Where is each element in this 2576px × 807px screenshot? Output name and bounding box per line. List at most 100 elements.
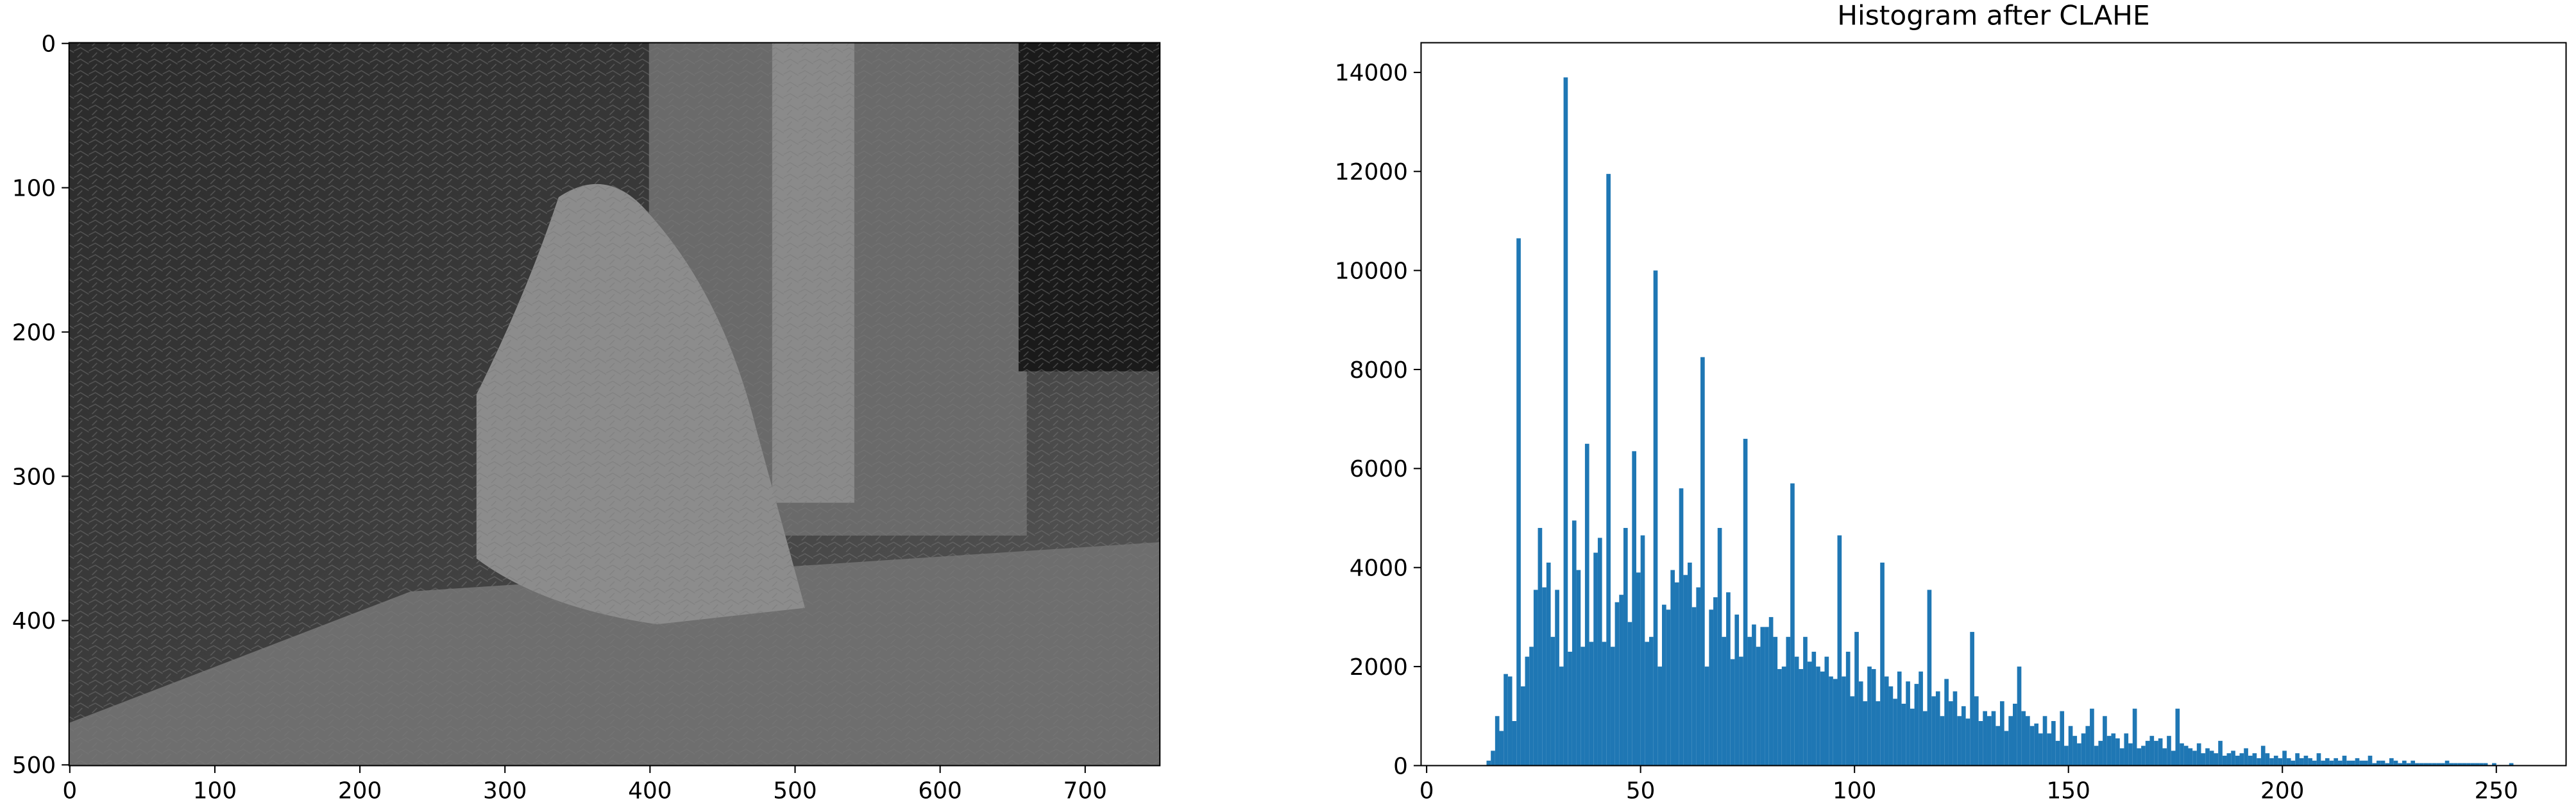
bar (2308, 758, 2312, 766)
bar (2389, 758, 2394, 766)
bar (1679, 488, 1684, 766)
bar (1486, 760, 1491, 766)
bar (1499, 731, 1504, 766)
x-tick-label: 50 (1626, 778, 1656, 804)
bar (1593, 552, 1598, 766)
bar (2402, 760, 2407, 766)
bar (2273, 756, 2278, 766)
bar (2042, 716, 2047, 766)
axes-frame (68, 42, 1161, 767)
bar (1584, 443, 1589, 766)
bar (2209, 751, 2214, 766)
bar (2299, 758, 2304, 766)
bar (1970, 632, 1974, 766)
x-tick-label: 150 (2047, 778, 2090, 804)
bar (1871, 668, 1876, 766)
bar (1688, 563, 1692, 766)
bar (2419, 763, 2424, 766)
bar (2282, 751, 2287, 766)
bar (2119, 748, 2124, 766)
bar (1568, 651, 1572, 766)
bar (2231, 751, 2235, 766)
bar (2445, 760, 2450, 766)
bar (1996, 726, 2000, 766)
bar (1816, 667, 1820, 766)
bar (2021, 711, 2026, 766)
bar (2072, 736, 2078, 766)
bar (2342, 756, 2347, 766)
axes: Histogram after CLAHE 0 50 100 150 200 250 0 20… (1335, 0, 2567, 804)
bar (2180, 743, 2184, 766)
bar (1739, 656, 1743, 766)
bar (2149, 736, 2155, 766)
bar (1850, 696, 1855, 766)
y-tick-label: 200 (12, 319, 56, 346)
y-tick-label: 500 (12, 752, 56, 779)
bar (1730, 659, 1735, 766)
bar (1991, 711, 1996, 766)
bar (2106, 736, 2112, 766)
bar (1854, 632, 1859, 766)
bar (2188, 748, 2193, 766)
x-tick-label: 200 (338, 778, 382, 804)
bar (1555, 590, 1559, 766)
bar (2457, 763, 2462, 766)
bar (1542, 587, 1546, 766)
bar (2286, 758, 2291, 766)
bar (1803, 636, 1808, 766)
bar (2235, 756, 2240, 766)
bar (1888, 686, 1894, 766)
bar (2411, 760, 2416, 766)
bar (1833, 679, 1838, 766)
bar (2222, 756, 2227, 766)
bar (1824, 656, 1829, 766)
bar (1781, 667, 1786, 766)
bar (2068, 726, 2073, 766)
bar (1999, 701, 2004, 766)
bar (2239, 753, 2244, 766)
bar (1777, 668, 1782, 766)
x-tick-label: 700 (1063, 778, 1107, 804)
bar (1670, 570, 1675, 766)
bar (2334, 758, 2338, 766)
bar (1935, 691, 1940, 766)
x-tick-label: 0 (62, 778, 77, 804)
y-tick-label: 2000 (1350, 654, 1408, 681)
bar (2060, 711, 2065, 766)
bar (1713, 597, 1718, 766)
bar (2055, 740, 2060, 766)
y-tick-label: 12000 (1335, 159, 1408, 185)
bar (2167, 736, 2171, 766)
bar (1901, 703, 1906, 766)
bar (2325, 758, 2330, 766)
y-tick-label: 300 (12, 464, 56, 490)
bar (2393, 760, 2398, 766)
bar (1897, 671, 1902, 766)
bar (1691, 607, 1697, 766)
bar (1983, 711, 1987, 766)
y-tick-label: 4000 (1350, 556, 1408, 582)
bar (1619, 595, 1623, 766)
bar (2509, 763, 2514, 766)
bar (2428, 763, 2432, 766)
bar (2398, 763, 2403, 766)
bar (1957, 716, 1962, 766)
bar (2432, 763, 2437, 766)
bar (2475, 763, 2480, 766)
bar (2415, 763, 2419, 766)
bar (1747, 636, 1752, 766)
bar (2436, 763, 2441, 766)
bar (1709, 609, 1714, 766)
bar (1572, 520, 1577, 766)
bar (1726, 592, 1731, 766)
bar (1653, 270, 1658, 766)
bar (2252, 753, 2257, 766)
bar (1675, 582, 1679, 766)
x-tick-label: 600 (918, 778, 962, 804)
y-tick-label: 100 (12, 175, 56, 201)
bar (1940, 716, 1945, 766)
bar (2479, 763, 2484, 766)
bar (1880, 563, 1885, 766)
